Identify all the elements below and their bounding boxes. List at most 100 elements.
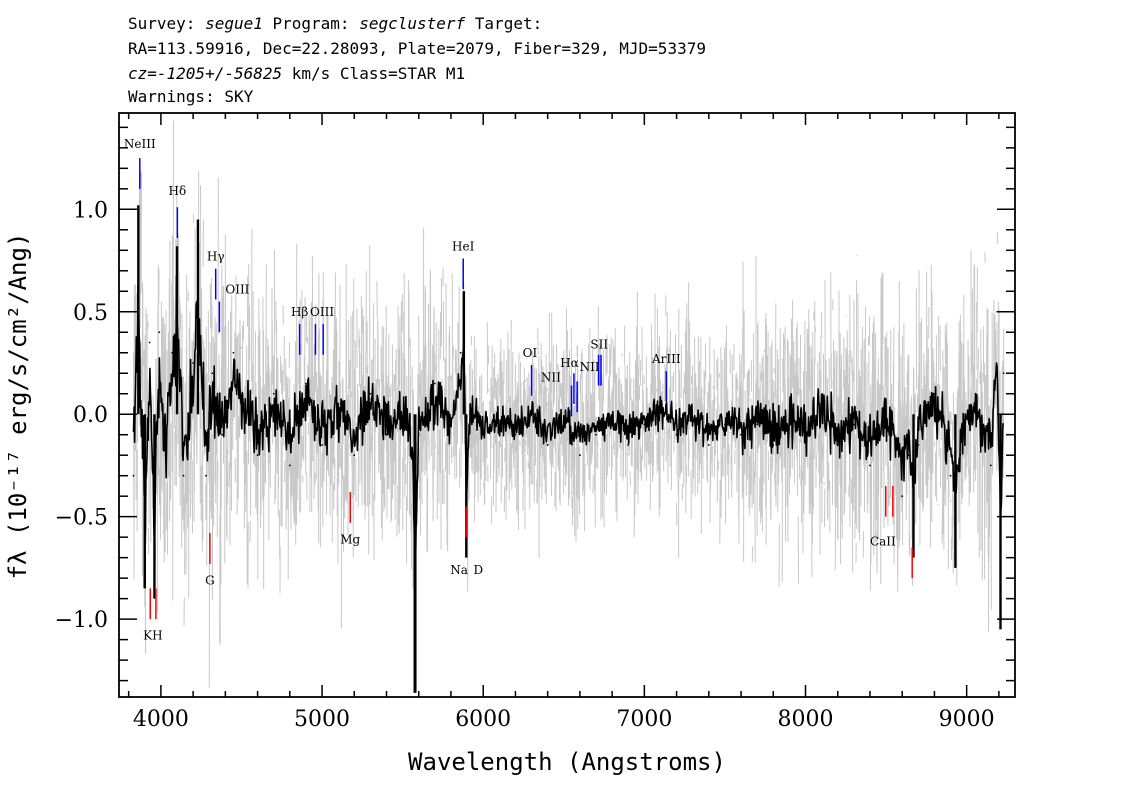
flux-point	[691, 423, 694, 426]
axes: 4000 5000 6000 7000 8000 9000 −1.0 −0.5 0.0 0.5 1.…	[55, 112, 1016, 732]
line-label: Hδ	[168, 184, 186, 198]
flux-point	[256, 454, 259, 457]
flux-point	[804, 433, 807, 436]
line-label: D	[474, 563, 484, 577]
flux-point	[869, 464, 871, 467]
header-line-redshift: cz=-1205+/-56825 km/s Class=STAR M1	[128, 64, 465, 83]
flux-point	[675, 433, 678, 436]
flux-point	[459, 351, 462, 354]
flux-point	[482, 433, 485, 436]
line-label: OIII	[225, 282, 249, 296]
flux-point	[148, 341, 151, 344]
flux-point	[450, 423, 452, 426]
flux-point	[353, 454, 356, 457]
flux-point	[498, 423, 501, 426]
flux-point	[959, 454, 962, 457]
x-tick-label: 7000	[616, 707, 672, 732]
line-label: CaII	[870, 534, 896, 548]
flux-point	[643, 423, 646, 426]
flux-point	[205, 474, 207, 477]
x-tick-label: 6000	[455, 707, 511, 732]
flux-point	[221, 433, 224, 436]
line-label: NII	[580, 360, 600, 374]
flux-point	[933, 392, 936, 395]
y-axis-label: fλ (10⁻¹⁷ erg/s/cm²/Ang)	[4, 233, 32, 580]
flux-point	[232, 351, 235, 354]
header-line-survey: Survey: segue1 Program: segclusterf Targ…	[128, 14, 542, 33]
flux-point	[756, 423, 759, 426]
flux-point	[417, 433, 420, 436]
y-tick-label: 0.5	[73, 301, 108, 326]
x-tick-label: 9000	[939, 707, 995, 732]
flux-point	[530, 413, 533, 416]
flux-point	[514, 433, 517, 436]
line-label: OI	[523, 346, 538, 360]
flux-point	[164, 454, 167, 457]
flux-point	[192, 362, 195, 364]
line-label: Hγ	[207, 250, 225, 264]
flux-point	[901, 495, 904, 498]
flux-point	[288, 464, 291, 467]
flux-line	[132, 275, 1004, 570]
header-line-coordinates: RA=113.59916, Dec=22.28093, Plate=2079, …	[128, 39, 706, 58]
line-label: Na	[450, 563, 468, 577]
flux-point	[907, 454, 910, 457]
flux-point	[243, 403, 246, 405]
line-label: Mg	[340, 532, 360, 546]
line-label: G	[205, 573, 215, 587]
flux-point	[949, 474, 952, 477]
y-tick-label: −0.5	[55, 506, 108, 531]
line-label: Hα	[560, 356, 579, 370]
flux-point	[973, 403, 976, 405]
flux-point	[707, 444, 710, 446]
flux-point	[411, 454, 414, 457]
flux-point	[182, 474, 185, 477]
line-label: KH	[143, 629, 162, 643]
flux-point	[659, 403, 662, 405]
x-tick-label: 5000	[294, 707, 350, 732]
flux-point	[852, 423, 855, 426]
line-label: HeI	[452, 239, 475, 253]
line-label: Hβ	[291, 305, 308, 319]
flux-point	[820, 403, 823, 405]
flux-point	[578, 454, 581, 457]
flux-point	[1002, 372, 1005, 375]
line-label: ArIII	[651, 352, 681, 366]
line-label: OIII	[310, 305, 334, 319]
flux-point	[369, 392, 372, 395]
flux-point	[211, 372, 214, 375]
flux-point	[171, 351, 174, 354]
flux-point	[401, 423, 404, 426]
flux-point	[595, 433, 597, 436]
line-label: NII	[541, 370, 561, 384]
header-line-warnings: Warnings: SKY	[128, 87, 254, 106]
line-label: SII	[590, 338, 608, 352]
flux-point	[385, 433, 388, 436]
flux-point	[433, 382, 436, 385]
flux-point	[627, 444, 630, 446]
flux-point	[885, 423, 887, 426]
x-axis-label: Wavelength (Angstroms)	[408, 748, 726, 776]
flux-point	[740, 433, 742, 436]
y-tick-label: 0.0	[73, 403, 108, 428]
flux-point	[611, 423, 614, 426]
plot-frame	[118, 112, 1016, 698]
y-tick-label: 1.0	[73, 198, 108, 223]
flux-point	[158, 331, 161, 334]
flux-point	[272, 392, 275, 395]
flux-point	[305, 382, 307, 385]
flux-point	[724, 423, 726, 426]
flux-point	[562, 423, 565, 426]
line-label: NeIII	[124, 137, 156, 151]
flux-point	[337, 403, 340, 405]
flux-point	[772, 444, 775, 446]
flux-point	[836, 444, 839, 446]
flux-point	[469, 403, 472, 405]
y-tick-label: −1.0	[55, 608, 108, 633]
flux-point	[788, 423, 791, 426]
flux-point	[917, 444, 920, 446]
flux-point	[132, 474, 135, 477]
noise-envelope	[133, 120, 1005, 689]
